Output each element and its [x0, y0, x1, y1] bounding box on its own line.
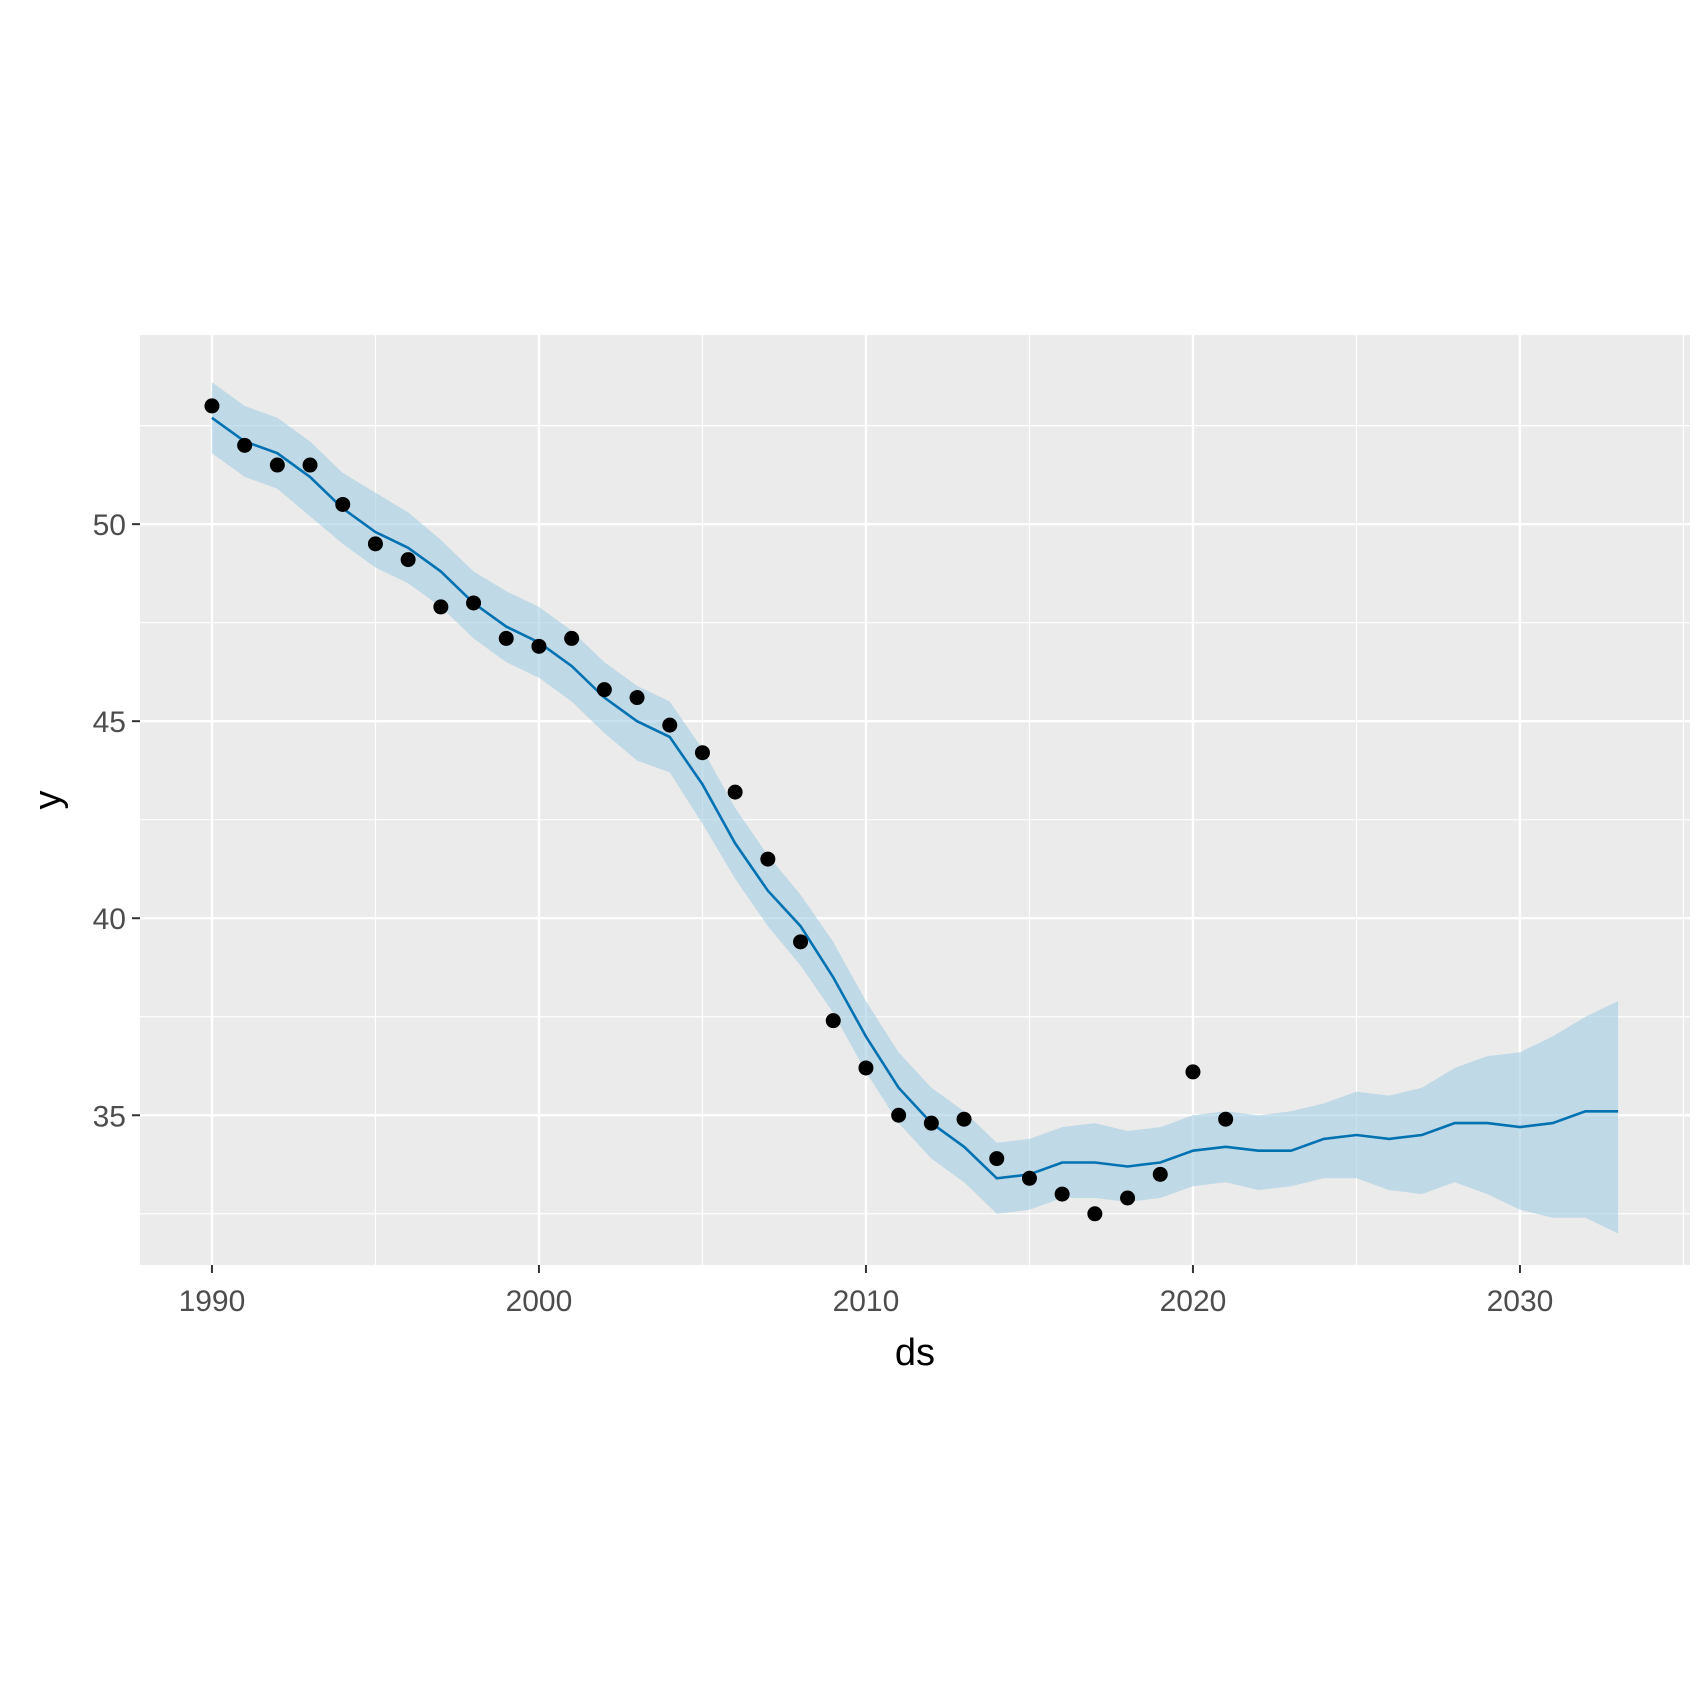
observed-point	[694, 745, 710, 761]
observed-point	[564, 630, 580, 646]
observed-point	[923, 1115, 939, 1131]
x-axis-title: ds	[895, 1332, 935, 1374]
x-axis-ticks: 1990 2000 2010 2020 2030	[179, 1265, 1554, 1318]
observed-point	[1021, 1170, 1037, 1186]
observed-point	[498, 630, 514, 646]
x-tick-label: 2030	[1487, 1285, 1554, 1318]
y-tick-label: 50	[93, 509, 126, 542]
y-axis-ticks: 35 40 45 50	[93, 509, 140, 1133]
x-tick-label: 2020	[1160, 1285, 1227, 1318]
uncertainty-interval-band	[211, 382, 1619, 1234]
observed-point	[1087, 1206, 1103, 1222]
observed-point	[956, 1111, 972, 1127]
y-tick-label: 40	[93, 903, 126, 936]
observed-point	[1054, 1186, 1070, 1202]
observed-point	[1152, 1166, 1168, 1182]
observed-point	[400, 552, 416, 568]
observed-point	[433, 599, 449, 615]
x-tick-label: 2010	[833, 1285, 900, 1318]
observed-point	[237, 437, 253, 453]
observed-point	[760, 851, 776, 867]
observed-point	[367, 536, 383, 552]
observed-point	[1185, 1064, 1201, 1080]
observed-point	[727, 784, 743, 800]
observed-point	[891, 1107, 907, 1123]
observed-point	[1120, 1190, 1136, 1206]
observed-point	[858, 1060, 874, 1076]
observed-point	[825, 1013, 841, 1029]
observed-point	[204, 398, 220, 414]
observed-point	[269, 457, 285, 473]
observed-point	[302, 457, 318, 473]
observed-points	[204, 398, 1234, 1222]
forecast-line	[211, 416, 1619, 1180]
observed-point	[793, 934, 809, 950]
observed-point	[335, 496, 351, 512]
y-tick-label: 35	[93, 1100, 126, 1133]
observed-point	[989, 1151, 1005, 1167]
observed-point	[1218, 1111, 1234, 1127]
observed-point	[629, 690, 645, 706]
x-tick-label: 1990	[179, 1285, 246, 1318]
x-tick-label: 2000	[506, 1285, 573, 1318]
observed-point	[596, 682, 612, 698]
y-axis-title: y	[27, 791, 69, 810]
y-tick-label: 45	[93, 706, 126, 739]
observed-point	[662, 717, 678, 733]
observed-point	[466, 595, 482, 611]
observed-point	[531, 638, 547, 654]
